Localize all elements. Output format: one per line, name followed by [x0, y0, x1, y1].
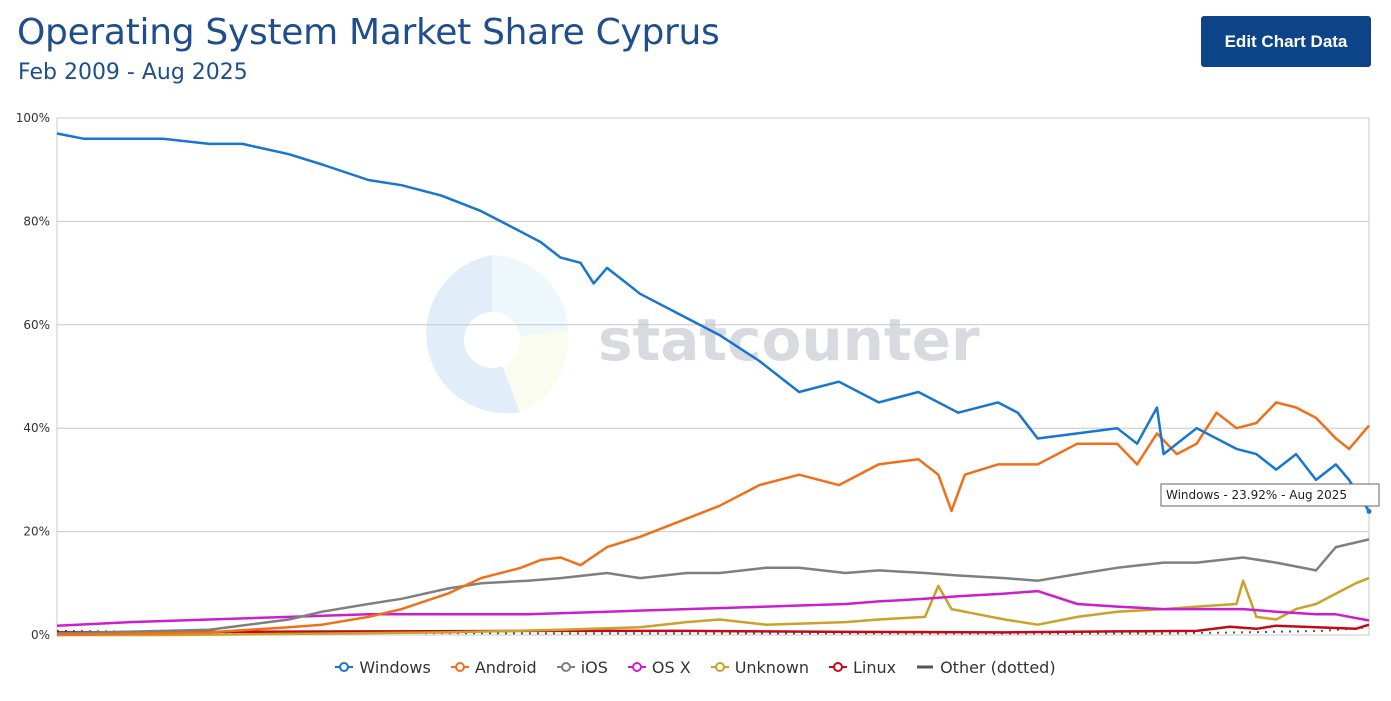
- chart-legend: Windows Android iOS OS X Unknown Linux Other (…: [0, 654, 1391, 680]
- y-axis-tick-labels: 0% 20% 40% 60% 80% 100%: [16, 111, 50, 642]
- series-line-android[interactable]: [56, 401, 1370, 637]
- legend-label: Android: [474, 657, 537, 677]
- legend-marker-icon: [627, 662, 646, 672]
- legend-marker-icon: [450, 662, 469, 672]
- chart-series-lines: [56, 132, 1372, 637]
- legend-label: Linux: [852, 657, 897, 677]
- legend-item-android[interactable]: Android: [450, 657, 537, 677]
- chart-grid: [56, 117, 1370, 636]
- tooltip-marker: [1366, 508, 1372, 514]
- line-chart: statcounter 0% 20% 40% 60% 80% 100% Windows -…: [16, 111, 1380, 642]
- edit-chart-data-button[interactable]: Edit Chart Data: [1201, 16, 1371, 67]
- series-line-linux[interactable]: [56, 623, 1370, 634]
- legend-label: Windows: [359, 657, 431, 677]
- legend-item-windows[interactable]: Windows: [335, 657, 431, 677]
- series-line-os-x[interactable]: [56, 589, 1370, 627]
- legend-marker-icon: [556, 662, 575, 672]
- y-tick-label: 60%: [23, 318, 50, 332]
- legend-item-linux[interactable]: Linux: [828, 657, 897, 677]
- legend-item-other-dotted[interactable]: Other (dotted): [916, 658, 1056, 677]
- legend-line-icon: [917, 665, 934, 669]
- legend-marker-icon: [335, 662, 354, 672]
- y-tick-label: 20%: [23, 525, 50, 539]
- y-tick-label: 100%: [16, 111, 50, 125]
- series-line-unknown[interactable]: [57, 576, 1370, 637]
- series-line-ios[interactable]: [56, 538, 1370, 635]
- series-line-windows[interactable]: [56, 132, 1371, 512]
- legend-label: Other (dotted): [940, 657, 1056, 677]
- y-tick-label: 40%: [23, 421, 50, 435]
- watermark-text: statcounter: [598, 306, 980, 374]
- y-tick-label: 0%: [31, 628, 50, 642]
- chart-tooltip: Windows - 23.92% - Aug 2025: [1160, 483, 1380, 507]
- y-tick-label: 80%: [23, 214, 50, 228]
- legend-item-unknown[interactable]: Unknown: [710, 657, 809, 677]
- legend-item-os-x[interactable]: OS X: [627, 657, 691, 677]
- page-subtitle: Feb 2009 - Aug 2025: [18, 60, 248, 85]
- legend-marker-icon: [828, 662, 847, 672]
- tooltip-text: Windows - 23.92% - Aug 2025: [1166, 488, 1347, 502]
- legend-label: iOS: [580, 657, 608, 677]
- legend-item-ios[interactable]: iOS: [556, 657, 608, 677]
- plot-border: [56, 117, 1370, 636]
- legend-marker-icon: [710, 662, 729, 672]
- page-title: Operating System Market Share Cyprus: [17, 12, 720, 53]
- legend-label: Unknown: [734, 657, 809, 677]
- legend-label: OS X: [651, 657, 691, 677]
- statcounter-watermark: statcounter: [426, 255, 980, 414]
